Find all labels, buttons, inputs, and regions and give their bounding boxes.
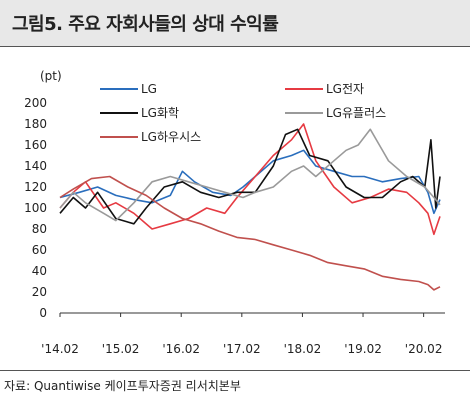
y-tick-label: 80 [32,222,47,236]
y-tick-label: 40 [32,264,47,278]
y-tick-label: 20 [32,285,47,299]
source-divider [0,370,470,371]
series-line-3 [59,128,441,225]
title-bar: 그림5. 주요 자회사들의 상대 수익률 [0,0,470,46]
y-tick-label: 100 [24,201,47,215]
y-tick-label: 0 [39,306,47,320]
series-line-5 [59,175,441,291]
source-note: 자료: Quantiwise 케이프투자증권 리서치본부 [4,379,241,393]
legend-label: LG하우시스 [141,130,201,144]
y-tick-label: 180 [24,117,47,131]
y-tick-label: 120 [24,180,47,194]
series-line-4 [59,128,441,222]
legend-label: LG유플러스 [326,106,386,120]
line-chart: (pt) 0 20 40 60 80 100 120 140 160 180 200 '14.02 '15… [24,69,445,356]
title-divider [0,46,470,47]
x-tick-label: '15.02 [102,342,140,356]
legend-label: LG화학 [141,106,179,120]
x-tick-label: '16.02 [162,342,200,356]
x-tick-label: '19.02 [344,342,382,356]
y-tick-label: 60 [32,243,47,257]
x-tick-label: '14.02 [41,342,79,356]
y-tick-label: 140 [24,159,47,173]
legend-label: LG전자 [326,82,364,96]
y-tick-label: 160 [24,138,47,152]
series-line-2 [59,123,441,236]
y-unit-label: (pt) [40,69,62,83]
figure-title: 그림5. 주요 자회사들의 상대 수익률 [12,14,279,35]
legend-label: LG [141,82,157,96]
y-tick-label: 200 [24,96,47,110]
x-tick-label: '18.02 [284,342,322,356]
x-tick-label: '20.02 [405,342,443,356]
x-tick-label: '17.02 [223,342,261,356]
